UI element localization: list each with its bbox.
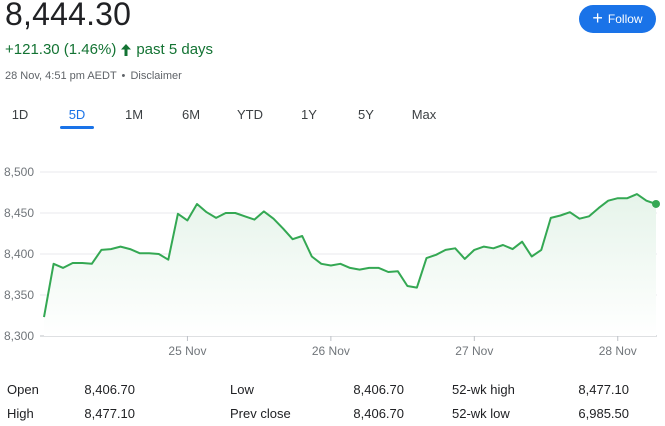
stat-label-low: Low bbox=[230, 382, 254, 397]
separator: • bbox=[121, 70, 126, 82]
change-period: past 5 days bbox=[136, 41, 214, 58]
x-tick-label: 26 Nov bbox=[312, 344, 350, 358]
active-tab-indicator bbox=[60, 126, 94, 129]
tab-1y[interactable]: 1Y bbox=[301, 107, 317, 122]
stat-label-high: High bbox=[7, 406, 34, 421]
price-line bbox=[43, 193, 657, 318]
range-tabs: 1D 5D 1M 6M YTD 1Y 5Y Max bbox=[0, 100, 665, 132]
tab-1m[interactable]: 1M bbox=[124, 107, 144, 122]
x-tick-label: 28 Nov bbox=[599, 344, 637, 358]
arrow-up-icon bbox=[121, 43, 132, 56]
price-change: +121.30 (1.46%) past 5 days bbox=[5, 41, 213, 58]
stat-value-52wk-low: 6,985.50 bbox=[578, 406, 629, 421]
timestamp-line: 28 Nov, 4:51 pm AEDT • Disclaimer bbox=[5, 70, 182, 82]
y-tick-label: 8,500 bbox=[4, 165, 34, 179]
x-tick-label: 27 Nov bbox=[455, 344, 493, 358]
stat-value-52wk-high: 8,477.10 bbox=[578, 382, 629, 397]
stat-label-prev-close: Prev close bbox=[230, 406, 291, 421]
tab-ytd[interactable]: YTD bbox=[237, 107, 263, 122]
stat-label-52wk-high: 52-wk high bbox=[452, 382, 515, 397]
last-price-point bbox=[652, 199, 660, 208]
tab-5y[interactable]: 5Y bbox=[358, 107, 374, 122]
timestamp: 28 Nov, 4:51 pm AEDT bbox=[5, 70, 117, 82]
price-area bbox=[44, 194, 656, 336]
y-tick-label: 8,350 bbox=[4, 288, 34, 302]
stat-value-low: 8,406.70 bbox=[353, 382, 404, 397]
change-value: +121.30 (1.46%) bbox=[5, 41, 117, 58]
follow-label: Follow bbox=[607, 12, 643, 26]
price-chart[interactable]: 8,500 8,450 8,400 8,350 8,300 25 Nov 26 Nov 27 … bbox=[0, 150, 665, 365]
y-tick-label: 8,300 bbox=[4, 329, 34, 343]
follow-button[interactable]: + Follow bbox=[579, 5, 656, 33]
stat-value-high: 8,477.10 bbox=[84, 406, 135, 421]
stat-label-open: Open bbox=[7, 382, 39, 397]
disclaimer-link[interactable]: Disclaimer bbox=[130, 70, 182, 82]
plus-icon: + bbox=[592, 8, 603, 28]
stat-value-prev-close: 8,406.70 bbox=[353, 406, 404, 421]
y-tick-label: 8,400 bbox=[4, 247, 34, 261]
tab-max[interactable]: Max bbox=[411, 107, 437, 122]
tab-6m[interactable]: 6M bbox=[181, 107, 201, 122]
stat-value-open: 8,406.70 bbox=[84, 382, 135, 397]
tab-1d[interactable]: 1D bbox=[11, 107, 29, 122]
y-tick-label: 8,450 bbox=[4, 206, 34, 220]
stat-label-52wk-low: 52-wk low bbox=[452, 406, 510, 421]
x-tick-label: 25 Nov bbox=[168, 344, 206, 358]
tab-5d[interactable]: 5D bbox=[68, 107, 86, 122]
current-price: 8,444.30 bbox=[5, 0, 132, 32]
